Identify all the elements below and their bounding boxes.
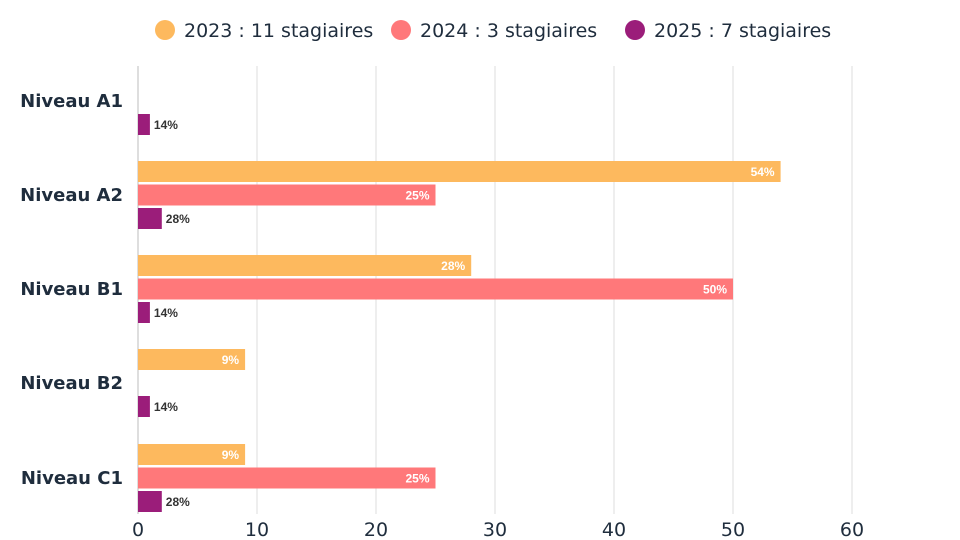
data-label: 28% — [166, 495, 190, 509]
legend-label-1: 2023 : 11 stagiaires — [184, 20, 373, 42]
x-tick-label: 30 — [483, 519, 507, 540]
bar-series-1 — [138, 161, 781, 182]
bar-series-2 — [138, 467, 436, 489]
x-tick-label: 10 — [245, 519, 269, 540]
bar-series-2 — [138, 184, 436, 206]
bar-series-1 — [138, 255, 472, 276]
bar-series-3 — [138, 302, 150, 323]
value-axis: 0 10 20 30 40 50 60 — [132, 519, 864, 540]
bar-series-3 — [138, 208, 162, 229]
data-label: 54% — [751, 165, 775, 179]
x-tick-label: 0 — [132, 519, 144, 540]
x-tick-label: 50 — [721, 519, 745, 540]
bar-series-1 — [138, 444, 246, 465]
bar-series-2 — [138, 278, 733, 300]
legend-marker-1 — [155, 20, 175, 40]
bar-series-3 — [138, 114, 150, 135]
data-label: 28% — [166, 212, 190, 226]
category-label: Niveau C1 — [21, 468, 123, 489]
category-axis: Niveau A1 Niveau A2 Niveau B1 Niveau B2 Nive… — [20, 91, 123, 489]
x-tick-label: 40 — [602, 519, 626, 540]
bar-series-3 — [138, 396, 150, 417]
x-tick-label: 60 — [840, 519, 864, 540]
bar-series-1 — [138, 349, 246, 370]
legend-label-3: 2025 : 7 stagiaires — [654, 20, 831, 42]
data-label: 9% — [222, 353, 240, 367]
data-label: 25% — [405, 472, 429, 486]
x-tick-label: 20 — [364, 519, 388, 540]
legend-marker-3 — [625, 20, 645, 40]
data-label: 14% — [154, 118, 178, 132]
category-label: Niveau B1 — [20, 279, 123, 300]
chart-legend: 2023 : 11 stagiaires 2024 : 3 stagiaires 2… — [155, 20, 831, 42]
chart-bars: 54% 28% 9% 9% 25% 50% 25% 14% 28% 14% 14% 28% — [138, 114, 781, 512]
data-label: 28% — [441, 259, 465, 273]
category-label: Niveau A1 — [20, 91, 123, 112]
legend-marker-2 — [391, 20, 411, 40]
legend-label-2: 2024 : 3 stagiaires — [420, 20, 597, 42]
bar-series-3 — [138, 491, 162, 512]
data-label: 50% — [703, 283, 727, 297]
category-label: Niveau B2 — [20, 373, 123, 394]
data-label: 25% — [405, 189, 429, 203]
data-label: 14% — [154, 400, 178, 414]
data-label: 14% — [154, 306, 178, 320]
data-label: 9% — [222, 448, 240, 462]
category-label: Niveau A2 — [20, 185, 123, 206]
